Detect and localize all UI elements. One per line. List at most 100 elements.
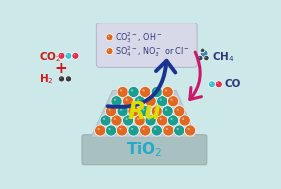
Circle shape <box>179 115 190 126</box>
Circle shape <box>160 98 162 101</box>
Circle shape <box>215 81 222 88</box>
FancyBboxPatch shape <box>96 23 197 67</box>
Circle shape <box>137 98 139 101</box>
Circle shape <box>182 118 184 120</box>
Circle shape <box>58 76 65 82</box>
Circle shape <box>65 52 72 59</box>
Circle shape <box>123 115 134 126</box>
Circle shape <box>185 125 196 136</box>
Circle shape <box>120 108 122 111</box>
Circle shape <box>167 96 179 107</box>
Circle shape <box>170 118 173 120</box>
Circle shape <box>108 108 111 111</box>
Circle shape <box>145 96 156 107</box>
Circle shape <box>201 49 202 50</box>
Circle shape <box>128 106 139 117</box>
Circle shape <box>140 125 151 136</box>
Circle shape <box>148 118 150 120</box>
Circle shape <box>140 86 151 98</box>
Circle shape <box>210 83 212 84</box>
FancyBboxPatch shape <box>82 135 207 165</box>
Circle shape <box>108 128 111 130</box>
Circle shape <box>200 50 208 57</box>
Circle shape <box>128 86 139 98</box>
Circle shape <box>174 125 185 136</box>
Circle shape <box>157 96 168 107</box>
Circle shape <box>187 128 190 130</box>
Circle shape <box>157 115 168 126</box>
Circle shape <box>98 128 100 130</box>
Text: $\mathsf{CO_3^{2-}}$, OH$^-$: $\mathsf{CO_3^{2-}}$, OH$^-$ <box>115 30 162 45</box>
Circle shape <box>67 77 68 79</box>
Circle shape <box>103 118 105 120</box>
Circle shape <box>148 98 150 101</box>
Text: H$_2$: H$_2$ <box>39 72 54 86</box>
Circle shape <box>117 86 128 98</box>
Circle shape <box>95 125 106 136</box>
Circle shape <box>160 118 162 120</box>
Circle shape <box>204 55 209 61</box>
Circle shape <box>114 98 116 101</box>
Circle shape <box>200 48 205 53</box>
Text: $\mathsf{SO_4^{2-}}$, NO$_3^-$ or Cl$^-$: $\mathsf{SO_4^{2-}}$, NO$_3^-$ or Cl$^-$ <box>115 44 190 59</box>
Text: Ru: Ru <box>128 100 161 124</box>
Circle shape <box>145 115 156 126</box>
Circle shape <box>134 96 145 107</box>
FancyArrowPatch shape <box>190 52 201 99</box>
Circle shape <box>134 115 145 126</box>
Circle shape <box>105 106 117 117</box>
Circle shape <box>170 98 173 101</box>
FancyArrowPatch shape <box>108 61 175 107</box>
Circle shape <box>60 77 61 79</box>
Circle shape <box>151 86 162 98</box>
Circle shape <box>174 106 185 117</box>
Circle shape <box>142 89 145 91</box>
Polygon shape <box>91 91 196 137</box>
Circle shape <box>67 54 68 56</box>
Circle shape <box>162 106 173 117</box>
Circle shape <box>154 89 156 91</box>
Circle shape <box>100 115 111 126</box>
Circle shape <box>119 128 121 130</box>
Circle shape <box>151 106 162 117</box>
Circle shape <box>106 34 113 41</box>
Text: CH$_4$: CH$_4$ <box>212 50 234 64</box>
Circle shape <box>205 57 206 58</box>
Circle shape <box>142 108 145 111</box>
Circle shape <box>137 118 139 120</box>
Circle shape <box>108 36 109 37</box>
Text: CO: CO <box>224 79 241 89</box>
Circle shape <box>60 54 61 56</box>
Circle shape <box>125 118 128 120</box>
Circle shape <box>167 115 179 126</box>
Circle shape <box>123 96 134 107</box>
Circle shape <box>105 125 117 136</box>
Circle shape <box>199 57 200 58</box>
Circle shape <box>131 108 133 111</box>
Circle shape <box>163 125 174 136</box>
Circle shape <box>198 55 203 61</box>
Circle shape <box>114 118 116 120</box>
Text: +: + <box>54 61 67 76</box>
Circle shape <box>140 106 151 117</box>
Circle shape <box>111 115 122 126</box>
Circle shape <box>120 89 122 91</box>
Circle shape <box>65 76 72 82</box>
Circle shape <box>154 128 156 130</box>
Circle shape <box>142 128 145 130</box>
Circle shape <box>128 125 139 136</box>
Text: TiO$_2$: TiO$_2$ <box>126 140 163 159</box>
Circle shape <box>217 83 219 84</box>
Circle shape <box>176 108 179 111</box>
Circle shape <box>202 52 204 53</box>
Circle shape <box>74 54 75 56</box>
Circle shape <box>208 81 215 88</box>
Circle shape <box>151 125 162 136</box>
Text: CO$_2$: CO$_2$ <box>39 50 61 64</box>
Circle shape <box>106 48 113 55</box>
Circle shape <box>166 128 168 130</box>
Circle shape <box>162 86 173 98</box>
Circle shape <box>154 108 156 111</box>
Circle shape <box>116 125 128 136</box>
Circle shape <box>117 106 128 117</box>
